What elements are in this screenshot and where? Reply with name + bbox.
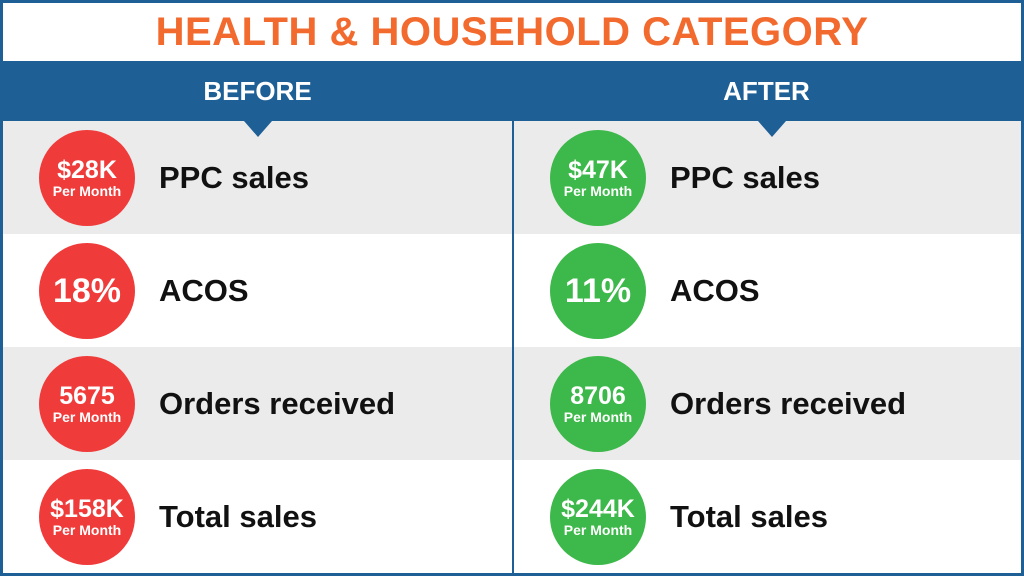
before-unit: Per Month <box>52 522 122 538</box>
after-value: $244K <box>561 495 635 523</box>
column-divider <box>512 121 514 573</box>
after-unit: Per Month <box>563 409 633 425</box>
metric-label: Total sales <box>670 499 828 534</box>
before-value: $158K <box>50 495 124 523</box>
metric-label: PPC sales <box>159 160 309 195</box>
after-value-badge: $244K Per Month <box>550 469 646 565</box>
after-column-heading: AFTER <box>723 76 810 106</box>
metric-label: Total sales <box>159 499 317 534</box>
metric-label: ACOS <box>159 273 249 308</box>
before-value: 5675 <box>59 382 115 410</box>
before-value-badge: $158K Per Month <box>39 469 135 565</box>
before-cell: 5675 Per Month Orders received <box>3 347 512 460</box>
before-pointer-arrow-icon <box>244 121 272 137</box>
before-cell: $158K Per Month Total sales <box>3 460 512 573</box>
before-value: 18% <box>52 272 122 310</box>
column-header-bar: BEFORE AFTER <box>3 61 1021 121</box>
after-cell: $47K Per Month PPC sales <box>514 121 1023 234</box>
before-value: $28K <box>57 156 117 184</box>
before-value-badge: $28K Per Month <box>39 130 135 226</box>
after-unit: Per Month <box>563 522 633 538</box>
before-unit: Per Month <box>52 409 122 425</box>
before-cell: 18% ACOS <box>3 234 512 347</box>
before-value-badge: 5675 Per Month <box>39 356 135 452</box>
after-value: 8706 <box>570 382 626 410</box>
after-cell: 11% ACOS <box>514 234 1023 347</box>
after-cell: 8706 Per Month Orders received <box>514 347 1023 460</box>
before-unit: Per Month <box>52 183 122 199</box>
metric-label: PPC sales <box>670 160 820 195</box>
page-title: HEALTH & HOUSEHOLD CATEGORY <box>155 10 869 54</box>
after-value-badge: $47K Per Month <box>550 130 646 226</box>
after-unit: Per Month <box>563 183 633 199</box>
metric-label: ACOS <box>670 273 760 308</box>
metric-label: Orders received <box>670 386 907 421</box>
metric-label: Orders received <box>159 386 396 421</box>
before-value-badge: 18% <box>39 243 135 339</box>
after-value-badge: 8706 Per Month <box>550 356 646 452</box>
after-pointer-arrow-icon <box>758 121 786 137</box>
after-value: $47K <box>568 156 628 184</box>
after-value-badge: 11% <box>550 243 646 339</box>
before-cell: $28K Per Month PPC sales <box>3 121 512 234</box>
after-cell: $244K Per Month Total sales <box>514 460 1023 573</box>
after-value: 11% <box>564 272 632 310</box>
before-column-heading: BEFORE <box>203 76 312 106</box>
